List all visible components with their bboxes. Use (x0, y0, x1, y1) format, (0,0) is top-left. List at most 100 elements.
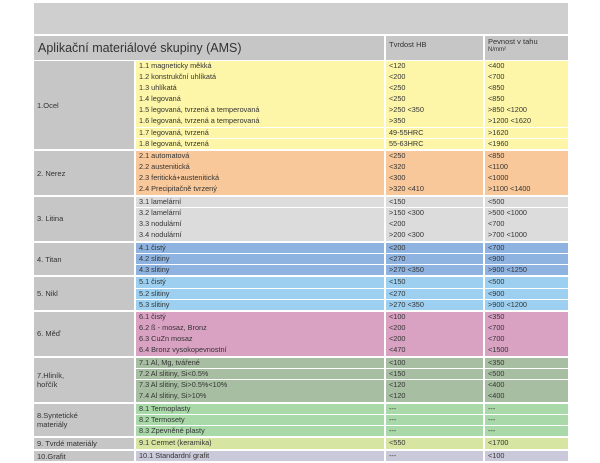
subgroup-cell: 7.2 Al slitiny, Si<0.5% (136, 368, 384, 380)
table-row: 9.1 Cermet (keramika) <550 <1700 (136, 438, 568, 449)
table-row: 4.2 slitiny <270 <900 (136, 253, 568, 265)
strength-cell: <100 (485, 450, 568, 462)
group-name: 2. Nerez (34, 151, 134, 195)
strength-cell: --- (485, 403, 568, 415)
hardness-cell: 55-63HRC (386, 138, 483, 150)
hardness-cell: <250 (386, 83, 483, 94)
material-group: 3. Litina 3.1 lamelární <150 <500 3.2 lamelá… (34, 196, 568, 241)
subgroup-cell: 1.2 konstrukční uhlíkatá (136, 72, 384, 83)
hardness-cell: <120 (386, 61, 483, 72)
hardness-cell: 49-55HRC (386, 127, 483, 139)
subgroup-cell: 2.3 feritická+austenitická (136, 173, 384, 184)
subgroup-cell: 4.3 slitiny (136, 264, 384, 276)
strength-cell: <700 (485, 72, 568, 83)
subgroup-cell: 9.1 Cermet (keramika) (136, 438, 384, 449)
hardness-cell: >270 <350 (386, 264, 483, 276)
material-group: 2. Nerez 2.1 automatová <250 <850 2.2 austen… (34, 151, 568, 195)
group-name: 7.Hliník, hořčík (34, 357, 134, 402)
strength-cell: <850 (485, 83, 568, 94)
table-row: 3.3 nodulární <200 <700 (136, 219, 568, 230)
table-row: 2.1 automatová <250 <850 (136, 151, 568, 162)
subgroup-cell: 3.2 lamelární (136, 208, 384, 219)
strength-unit: N/mm² (488, 47, 506, 53)
table-row: 1.4 legovaná <250 <850 (136, 94, 568, 105)
group-name: 8.Syntetické materiály (34, 403, 134, 437)
hardness-cell: >270 <350 (386, 299, 483, 311)
hardness-cell: <470 (386, 345, 483, 356)
hardness-cell: <150 (386, 196, 483, 208)
table-row: 6.3 CuZn mosaz <200 <700 (136, 334, 568, 345)
subgroup-cell: 4.1 čistý (136, 242, 384, 254)
subgroup-cell: 6.1 čistý (136, 312, 384, 323)
material-group: 7.Hliník, hořčík 7.1 Al, Mg, tvářené <100 <… (34, 357, 568, 402)
strength-cell: >1200 <1620 (485, 116, 568, 127)
hardness-cell: <550 (386, 438, 483, 449)
subgroup-cell: 1.5 legovaná, tvrzená a temperovaná (136, 105, 384, 116)
table-row: 8.1 Termoplasty --- --- (136, 403, 568, 415)
table-row: 7.4 Al slitiny, Si>10% <120 <400 (136, 391, 568, 402)
material-group: 5. Nikl 5.1 čistý <150 <500 5.2 slitiny <270 <… (34, 277, 568, 311)
table-row: 7.2 Al slitiny, Si<0.5% <150 <500 (136, 368, 568, 380)
hardness-cell: <200 (386, 72, 483, 83)
group-name: 4. Titan (34, 242, 134, 276)
material-group: 10.Grafit 10.1 Standardní grafit --- <100 (34, 450, 568, 462)
subgroup-cell: 3.4 nodulární (136, 230, 384, 241)
table-row: 2.3 feritická+austenitická <300 <1000 (136, 173, 568, 184)
hardness-cell: >200 <300 (386, 230, 483, 241)
strength-cell: <1000 (485, 173, 568, 184)
hardness-cell: >250 <350 (386, 105, 483, 116)
subgroup-cell: 4.2 slitiny (136, 253, 384, 265)
table-row: 7.1 Al, Mg, tvářené <100 <350 (136, 357, 568, 369)
subgroup-cell: 5.1 čistý (136, 277, 384, 288)
hardness-cell: --- (386, 450, 483, 462)
table-row: 1.1 magneticky měkká <120 <400 (136, 61, 568, 72)
strength-cell: <500 (485, 368, 568, 380)
material-group: 9. Tvrdé materiály 9.1 Cermet (keramika) <… (34, 438, 568, 449)
subgroup-cell: 10.1 Standardní grafit (136, 450, 384, 462)
strength-cell: >900 <1200 (485, 299, 568, 311)
subgroup-cell: 5.2 slitiny (136, 288, 384, 299)
hardness-cell: >350 (386, 116, 483, 127)
hardness-cell: <150 (386, 277, 483, 288)
table-row: 5.2 slitiny <270 <900 (136, 288, 568, 299)
strength-cell: >700 <1000 (485, 230, 568, 241)
subgroup-cell: 2.4 Precipitačně tvrzený (136, 184, 384, 195)
hardness-cell: <270 (386, 288, 483, 299)
strength-cell: <350 (485, 357, 568, 369)
subgroup-cell: 1.6 legovaná, tvrzená a temperovaná (136, 116, 384, 127)
table-row: 3.1 lamelární <150 <500 (136, 196, 568, 208)
hardness-cell: >320 <410 (386, 184, 483, 195)
table-row: 1.3 uhlíkatá <250 <850 (136, 83, 568, 94)
strength-cell: >500 <1000 (485, 208, 568, 219)
hardness-cell: <100 (386, 357, 483, 369)
group-name: 3. Litina (34, 196, 134, 241)
table-title: Aplikační materiálové skupiny (AMS) (34, 36, 384, 60)
hardness-cell: <200 (386, 334, 483, 345)
strength-cell: <850 (485, 94, 568, 105)
material-group: 8.Syntetické materiály 8.1 Termoplasty ---… (34, 403, 568, 437)
subgroup-cell: 3.3 nodulární (136, 219, 384, 230)
table-row: 2.2 austenitická <320 <1100 (136, 162, 568, 173)
group-name: 6. Měď (34, 312, 134, 356)
table-row: 3.2 lamelární >150 <300 >500 <1000 (136, 208, 568, 219)
strength-cell: <1700 (485, 438, 568, 449)
table-row: 7.3 Al slitiny, Si>0.5%<10% <120 <400 (136, 380, 568, 391)
group-name: 1.Ocel (34, 61, 134, 150)
column-header-hardness: Tvrdost HB (386, 36, 483, 60)
strength-cell: --- (485, 414, 568, 426)
subgroup-cell: 1.7 legovaná, tvrzená (136, 127, 384, 139)
strength-cell: <350 (485, 312, 568, 323)
table-row: 8.2 Termosety --- --- (136, 414, 568, 426)
hardness-cell: <100 (386, 312, 483, 323)
table-row: 1.5 legovaná, tvrzená a temperovaná >250 … (136, 105, 568, 116)
table-row: 1.8 legovaná, tvrzená 55-63HRC <1960 (136, 138, 568, 150)
subgroup-cell: 3.1 lamelární (136, 196, 384, 208)
table-row: 1.6 legovaná, tvrzená a temperovaná >350 >… (136, 116, 568, 127)
strength-cell: <500 (485, 277, 568, 288)
table-row: 8.3 Zpevněné plasty --- --- (136, 425, 568, 437)
hardness-cell: <150 (386, 368, 483, 380)
strength-cell: <400 (485, 61, 568, 72)
table-row: 6.4 Bronz vysokopevnostní <470 <1500 (136, 345, 568, 356)
subgroup-cell: 5.3 slitiny (136, 299, 384, 311)
strength-cell: >850 <1200 (485, 105, 568, 116)
